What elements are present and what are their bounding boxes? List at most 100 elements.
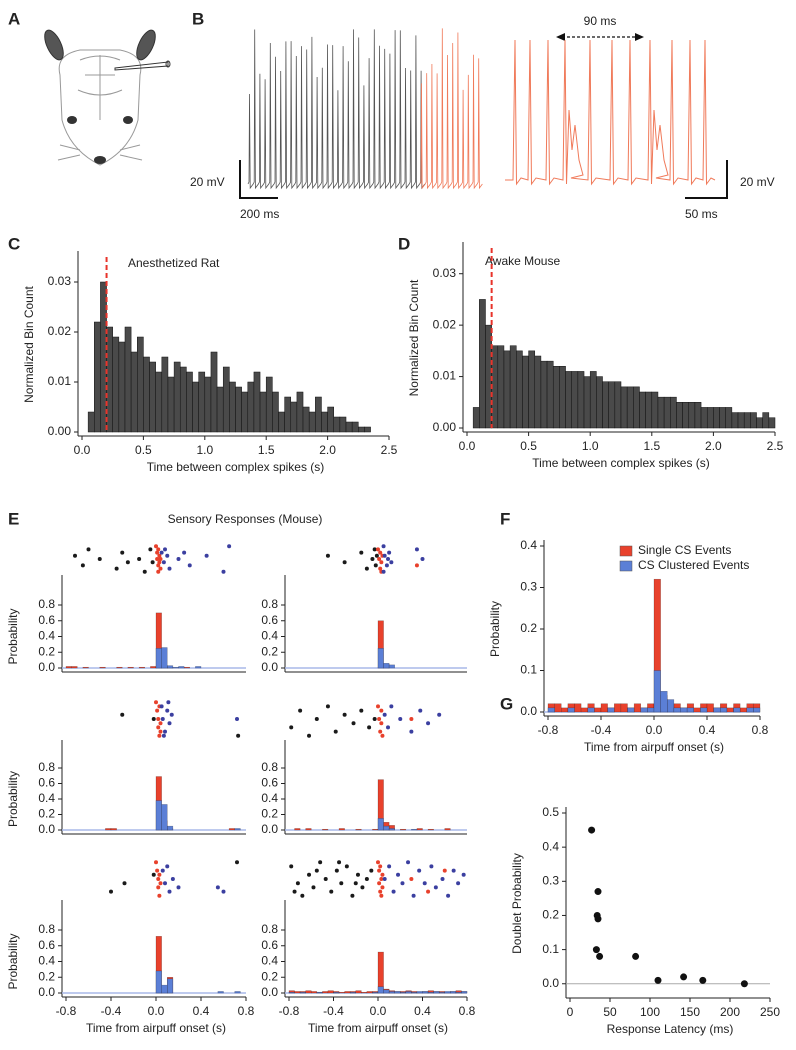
raster-dot [86, 547, 91, 552]
raster-dot [73, 553, 77, 558]
bar [594, 707, 602, 713]
raster-dot [339, 881, 344, 886]
raster-dot [221, 569, 226, 574]
x-tick-label: 250 [760, 1005, 780, 1019]
bar [614, 703, 622, 713]
x-tick-label: 0.8 [459, 1004, 476, 1018]
y-tick-label: 0.4 [38, 629, 55, 643]
bar [405, 991, 412, 994]
x-tick-label: -0.8 [538, 723, 559, 737]
raster-dot [156, 547, 161, 552]
raster-dot [154, 860, 158, 865]
bar [167, 825, 174, 831]
x-tick-label: -0.4 [591, 723, 612, 737]
raster-dot [158, 721, 163, 726]
bar [411, 991, 418, 994]
raster-dot [379, 708, 384, 713]
bar [339, 416, 347, 433]
x-tick-label: 0.8 [238, 1004, 255, 1018]
raster-dot [379, 560, 384, 565]
bar [290, 401, 298, 433]
bar [660, 691, 668, 713]
bar [411, 828, 418, 831]
y-tick-label: 0.01 [433, 369, 457, 383]
bar [720, 707, 728, 713]
bar [161, 356, 169, 433]
raster-dot [160, 868, 165, 873]
bar [272, 391, 279, 433]
bar [388, 991, 395, 994]
y-tick-label: 0.6 [261, 938, 278, 952]
raster-dot [165, 864, 170, 869]
bar [633, 703, 641, 713]
bar [161, 647, 168, 669]
bar [155, 648, 162, 669]
raster-dot [80, 563, 85, 568]
y-axis-label: Probability [6, 608, 20, 664]
y-tick-label: 0.1 [520, 663, 537, 677]
y-tick-label: 0.0 [261, 660, 278, 674]
bar [149, 361, 156, 433]
raster-dot [379, 721, 384, 726]
bar [552, 366, 560, 429]
bar [516, 350, 523, 429]
bar [657, 396, 665, 429]
x-tick-label: 0 [567, 1005, 574, 1019]
chart: 0.0 0.1 0.2 0.3 0.4 -0.8 -0.4 0.0 0.4 0.8 Time fro… [488, 538, 768, 754]
raster-dot [334, 868, 339, 873]
bar [195, 666, 202, 669]
bar [762, 412, 770, 429]
raster-dot [374, 553, 379, 558]
raster-dot [376, 860, 380, 865]
raster-dot [323, 877, 328, 881]
x-tick-label: 50 [603, 1005, 617, 1019]
raster-dot [382, 712, 387, 717]
bar [627, 707, 635, 713]
bar [726, 707, 734, 713]
bar [694, 402, 702, 429]
bar [311, 991, 318, 994]
bar [614, 381, 622, 429]
bar [673, 707, 681, 713]
bar [71, 666, 78, 669]
raster-dot [295, 881, 300, 886]
bar [554, 703, 562, 713]
x-tick-label: 0.4 [414, 1004, 431, 1018]
raster-dot [176, 557, 181, 561]
y-tick-label: 0.2 [38, 644, 55, 658]
bar [645, 391, 653, 429]
bar [472, 407, 480, 429]
panel-label: E [8, 509, 19, 528]
bar [400, 991, 407, 994]
bar [372, 828, 379, 831]
raster-dot [215, 885, 220, 890]
y-tick-label: 0.0 [520, 704, 537, 718]
raster-dot [235, 717, 239, 721]
bar [383, 825, 390, 831]
y-tick-label: 0.03 [48, 274, 72, 288]
x-tick-label: 1.0 [582, 439, 599, 453]
raster-dot [165, 708, 170, 713]
raster-dot [289, 725, 294, 730]
raster-dot [414, 547, 419, 552]
bar [127, 666, 134, 669]
bar [366, 991, 373, 994]
bar [574, 703, 582, 713]
raster-dot [351, 721, 356, 726]
raster-dot [379, 877, 384, 881]
raster-dot [389, 560, 394, 565]
bar [450, 991, 457, 994]
bar [173, 361, 181, 433]
bar [753, 707, 761, 713]
bar [222, 366, 230, 433]
chart: 0.0 0.1 0.2 0.3 0.4 0.5 0 50 100 150 200 250 Respons… [510, 805, 780, 1036]
raster-dot [364, 877, 369, 881]
bar [602, 381, 609, 429]
bar [444, 991, 451, 994]
x-tick-label: 0.5 [135, 443, 152, 457]
y-tick-label: 0.2 [520, 621, 537, 635]
bar [198, 371, 206, 433]
y-tick-label: 0.4 [38, 954, 55, 968]
bar [351, 421, 359, 433]
raster-dot [156, 717, 161, 721]
